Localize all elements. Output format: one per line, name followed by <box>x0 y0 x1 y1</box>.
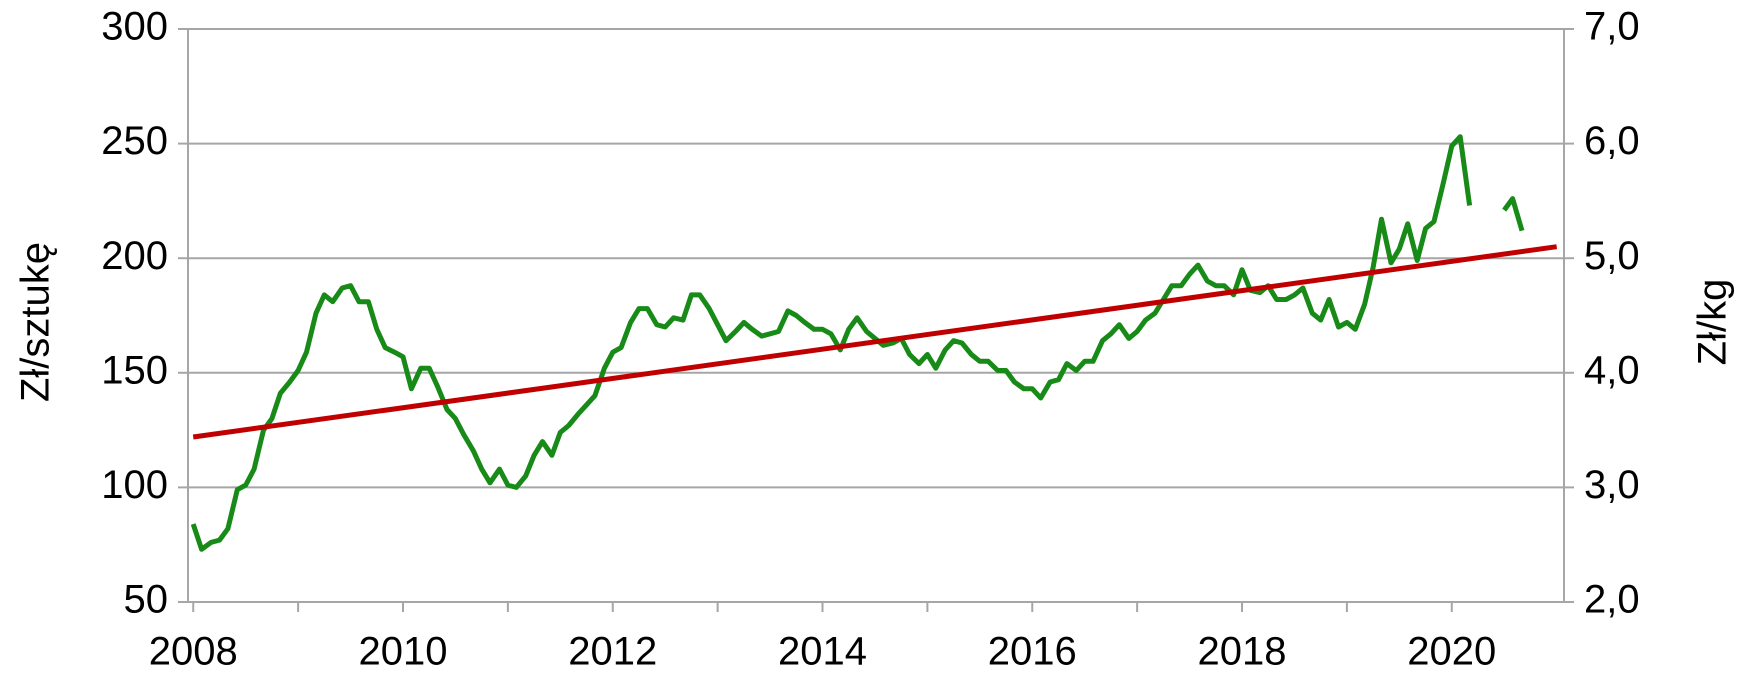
y-tick-label: 250 <box>101 119 168 163</box>
y-tick-label: 200 <box>101 234 168 278</box>
series-line <box>192 244 1558 440</box>
y2-tick-label: 6,0 <box>1584 119 1640 163</box>
x-tick-label: 2014 <box>778 630 867 674</box>
y2-tick-label: 3,0 <box>1584 463 1640 507</box>
y2-axis-label: Zł/kg <box>1691 279 1735 366</box>
y2-tick-label: 5,0 <box>1584 234 1640 278</box>
series-line <box>190 134 1525 552</box>
x-tick-label: 2020 <box>1407 630 1496 674</box>
y-axis-label: Zł/sztukę <box>14 242 58 402</box>
y-tick-label: 50 <box>124 578 169 622</box>
y2-tick-label: 7,0 <box>1584 5 1640 49</box>
y2-tick-label: 4,0 <box>1584 348 1640 392</box>
y-tick-label: 150 <box>101 348 168 392</box>
y2-tick-label: 2,0 <box>1584 578 1640 622</box>
x-tick-label: 2012 <box>568 630 657 674</box>
x-tick-label: 2018 <box>1198 630 1287 674</box>
x-tick-label: 2016 <box>988 630 1077 674</box>
y-tick-label: 100 <box>101 463 168 507</box>
x-tick-label: 2010 <box>359 630 448 674</box>
y-tick-label: 300 <box>101 5 168 49</box>
x-tick-label: 2008 <box>149 630 238 674</box>
